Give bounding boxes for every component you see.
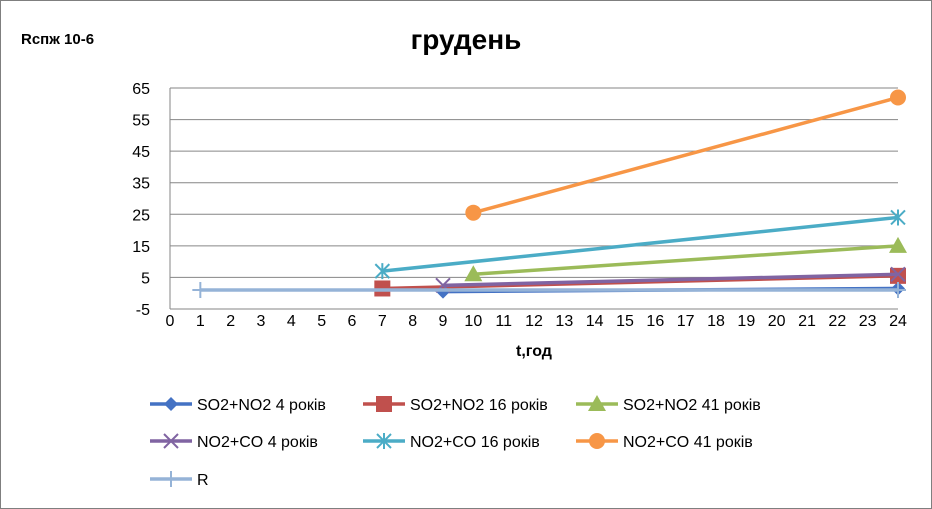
data-point [163, 471, 179, 487]
data-point-marker [890, 282, 906, 299]
legend-label: NO2+CO 16 років [410, 434, 540, 451]
x-tick-label: 6 [348, 313, 357, 330]
data-point [890, 89, 906, 106]
legend-label: SO2+NO2 4 років [197, 397, 326, 414]
data-point-marker [890, 89, 906, 106]
y-tick-label: 45 [132, 144, 150, 161]
x-tick-label: 7 [378, 313, 387, 330]
data-point [376, 433, 392, 449]
data-point [889, 236, 907, 253]
y-tick-label: 15 [132, 239, 150, 256]
legend-label: SO2+NO2 16 років [410, 397, 548, 414]
x-tick-label: 1 [196, 313, 205, 330]
data-point [588, 395, 606, 411]
x-tick-label: 0 [166, 313, 175, 330]
data-point-marker [588, 395, 606, 411]
series-5 [374, 209, 906, 280]
data-point [164, 397, 178, 411]
x-tick-label: 14 [586, 313, 604, 330]
y-tick-label: -5 [136, 302, 150, 319]
legend-item: SO2+NO2 41 років [576, 395, 761, 414]
legend-item: SO2+NO2 16 років [363, 396, 548, 414]
x-tick-label: 5 [317, 313, 326, 330]
series-line [473, 244, 899, 277]
x-tick-label: 9 [439, 313, 448, 330]
data-point-marker [376, 396, 392, 412]
legend-item: NO2+CO 41 років [576, 433, 753, 451]
data-point [465, 204, 482, 221]
x-tick-label: 23 [859, 313, 877, 330]
y-tick-label: 55 [132, 113, 150, 130]
x-tick-label: 4 [287, 313, 296, 330]
x-tick-label: 16 [646, 313, 664, 330]
x-tick-label: 2 [226, 313, 235, 330]
data-point [890, 266, 906, 282]
x-axis-title: t,год [516, 343, 552, 360]
data-point [163, 433, 179, 449]
legend-label: R [197, 472, 209, 489]
data-point-marker [192, 282, 209, 299]
series-line [472, 95, 899, 215]
legend-label: SO2+NO2 41 років [623, 397, 761, 414]
y-tick-label: 35 [132, 176, 150, 193]
x-tick-label: 18 [707, 313, 725, 330]
corner-label: Rспж 10-6 [21, 31, 95, 48]
x-tick-label: 15 [616, 313, 634, 330]
x-tick-label: 11 [495, 313, 512, 330]
data-point [376, 396, 392, 412]
legend-item: NO2+CO 16 років [363, 433, 540, 451]
x-tick-label: 24 [889, 313, 907, 330]
x-tick-label: 10 [464, 313, 482, 330]
y-tick-label: 25 [132, 207, 150, 224]
data-point-marker [464, 265, 483, 282]
data-point-marker [589, 433, 605, 449]
data-point-marker [465, 204, 482, 221]
x-tick-label: 13 [555, 313, 573, 330]
x-tick-label: 22 [828, 313, 846, 330]
data-point-marker [374, 263, 391, 280]
data-point [374, 263, 391, 280]
x-tick-label: 21 [798, 313, 816, 330]
x-tick-label: 19 [737, 313, 755, 330]
data-point [890, 209, 906, 226]
x-tick-label: 3 [257, 313, 266, 330]
legend-item: SO2+NO2 4 років [150, 397, 326, 414]
x-tick-label: 17 [677, 313, 695, 330]
x-tick-label: 20 [768, 313, 786, 330]
series-3 [464, 236, 907, 282]
x-tick-label: 8 [408, 313, 417, 330]
legend-item: R [150, 471, 209, 489]
data-point-marker [376, 433, 392, 449]
data-point [192, 282, 209, 299]
y-tick-label: 65 [132, 81, 150, 98]
data-point [589, 433, 605, 449]
data-point [890, 282, 906, 299]
legend-item: NO2+CO 4 років [150, 433, 318, 451]
series-line [442, 272, 899, 288]
data-point-marker [163, 471, 179, 487]
data-point-marker [164, 397, 178, 411]
data-point-marker [890, 209, 906, 226]
legend-label: NO2+CO 41 років [623, 434, 753, 451]
series-7 [192, 282, 906, 299]
y-tick-label: 5 [141, 270, 150, 287]
data-point [464, 265, 483, 282]
x-tick-label: 12 [525, 313, 543, 330]
data-point-marker [890, 266, 906, 282]
data-point-marker [163, 433, 179, 449]
series-line [382, 215, 899, 273]
data-point-marker [889, 236, 907, 253]
chart-title: грудень [410, 24, 522, 55]
series-6 [465, 89, 906, 221]
legend-label: NO2+CO 4 років [197, 434, 318, 451]
